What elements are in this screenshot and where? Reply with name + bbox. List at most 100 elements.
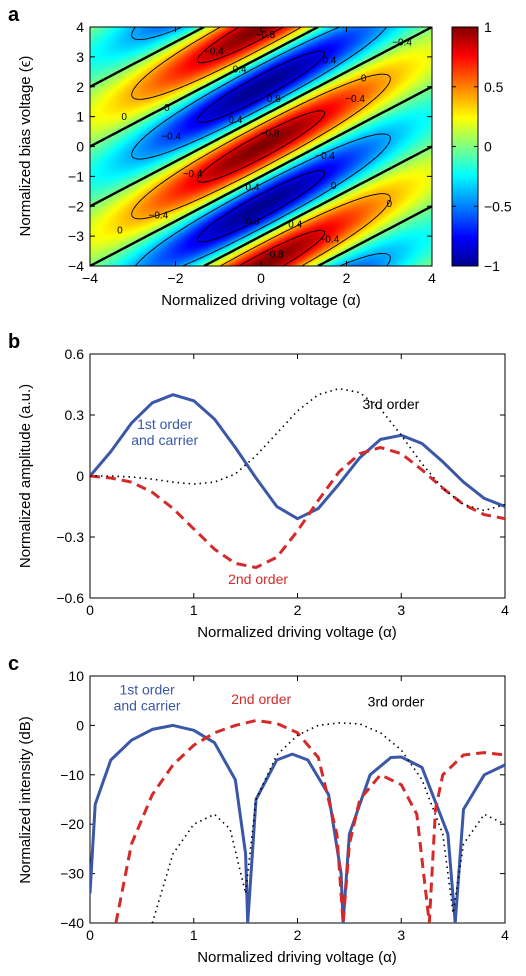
panel-b-letter: b (8, 331, 20, 353)
series-lines-b (90, 387, 505, 569)
series-label: 1st order and carrier (131, 416, 198, 448)
series-line-1st-order-and-carrier (90, 393, 505, 521)
contour-labels: −0.8 −0.4 0.4 0.4 0.8 0.4 −0.4 0 −0.8 0 −0.4 −0.4 0 0… (117, 30, 412, 261)
series-label-line: 1st order (119, 681, 175, 697)
contour-label: −0.8 (264, 250, 284, 261)
colorbar-tick-label: 1 (484, 19, 492, 35)
y-axis-label-a: Normalized bias voltage (ϵ) (17, 56, 34, 237)
colorbar-tick-label: −1 (484, 258, 500, 274)
y-tick-label: −4 (68, 258, 84, 274)
contour-lines (90, 27, 432, 266)
contour-label: 0 (331, 181, 337, 192)
panel-a-heatmap: a −0.8 −0.4 0.4 0.4 0.8 0.4 −0.4 0 −0.8 0 −0.4 −0.4… (8, 4, 512, 309)
contour-label: 0.8 (245, 217, 259, 228)
panel-b-amplitude: b 0 1 2 3 4 0.6 0.3 0 −0.3 −0.6 1st order and carr… (8, 331, 509, 641)
y-tick-label: 0.3 (65, 407, 85, 423)
panel-a-letter: a (8, 4, 20, 26)
colorbar-tick-label: 0 (484, 139, 492, 155)
x-axis-label-c: Normalized driving voltage (α) (197, 949, 397, 966)
x-tick-label: 2 (343, 270, 351, 286)
series-label: 3rd order (362, 396, 419, 412)
contour-label: 0.4 (245, 182, 259, 193)
x-tick-label: 2 (294, 927, 302, 943)
x-tick-label: 0 (86, 927, 94, 943)
contour-label: 0.4 (228, 115, 242, 126)
y-tick-label: −1 (68, 168, 84, 184)
contour-label: 0.4 (288, 220, 302, 231)
contour-label: −0.4 (315, 151, 335, 162)
x-tick-label: 1 (190, 927, 198, 943)
heatmap-image (90, 27, 432, 266)
series-label: 3rd order (368, 694, 425, 710)
y-tick-label: −10 (60, 767, 84, 783)
x-tick-label: 4 (428, 270, 436, 286)
series-label: 1st order and carrier (114, 681, 181, 713)
y-tick-label: −30 (60, 866, 84, 882)
contour-label: −0.4 (345, 94, 365, 105)
contour-label: 0 (386, 199, 392, 210)
y-tick-label: 4 (76, 19, 84, 35)
contour-label: 0.4 (322, 55, 336, 66)
axis-ticks-b: 0 1 2 3 4 0.6 0.3 0 −0.3 −0.6 (56, 346, 509, 618)
panel-c-intensity: c 0 1 2 3 4 10 0 −10 −20 −30 −40 1st order and carr… (8, 653, 509, 966)
x-tick-label: 1 (190, 602, 198, 618)
contour-line (196, 50, 326, 243)
y-tick-label: 2 (76, 79, 84, 95)
series-line-2nd-order (114, 719, 505, 923)
series-lines-c (90, 719, 505, 923)
contour-label: 0.4 (233, 64, 247, 75)
y-tick-label: 0 (76, 139, 84, 155)
series-labels-c: 1st order and carrier 2nd order 3rd order (114, 681, 425, 713)
series-label-line: 3rd order (362, 396, 419, 412)
plot-frame-b (89, 353, 506, 599)
series-label-line: 1st order (137, 416, 193, 432)
x-tick-label: −4 (82, 270, 98, 286)
series-label: 2nd order (231, 691, 291, 707)
contour-label: −0.4 (161, 132, 181, 143)
contour-label: −0.4 (149, 211, 169, 222)
series-label-line: 3rd order (368, 694, 425, 710)
contour-label: 0 (117, 226, 123, 237)
y-tick-label: −2 (68, 198, 84, 214)
y-tick-label: 0 (76, 717, 84, 733)
y-tick-label: −0.6 (56, 590, 84, 606)
x-tick-label: 0 (257, 270, 265, 286)
y-tick-label: −20 (60, 816, 84, 832)
x-tick-label: −2 (168, 270, 184, 286)
y-tick-label: 1 (76, 109, 84, 125)
y-axis-label-b: Normalized amplitude (a.u.) (17, 384, 34, 568)
panel-c-letter: c (8, 653, 19, 675)
x-tick-label: 4 (501, 602, 509, 618)
x-tick-label: 3 (397, 602, 405, 618)
series-labels-b: 1st order and carrier 2nd order 3rd order (131, 396, 419, 587)
y-tick-label: −0.3 (56, 529, 84, 545)
series-line-3rd-order (151, 722, 505, 923)
axis-ticks-a: −4 −2 0 2 4 4 3 2 1 0 −1 −2 −3 −4 (68, 19, 436, 286)
x-tick-label: 2 (294, 602, 302, 618)
series-label-line: 2nd order (228, 571, 288, 587)
contour-label: 0 (361, 73, 367, 84)
contour-line (196, 27, 326, 266)
contour-label: 0.8 (267, 94, 281, 105)
series-label: 2nd order (228, 571, 288, 587)
contour-label: −0.4 (204, 46, 224, 57)
contour-label: −0.4 (320, 235, 340, 246)
colorbar-ticks: 1 0.5 0 −0.5 −1 (452, 19, 512, 274)
x-tick-label: 3 (397, 927, 405, 943)
contour-label: 0 (121, 112, 127, 123)
x-tick-label: 4 (501, 927, 509, 943)
y-tick-label: 3 (76, 49, 84, 65)
contour-label: 0 (164, 103, 170, 114)
y-tick-label: −40 (60, 915, 84, 931)
series-line-1st-order-and-carrier (90, 723, 505, 923)
colorbar-tick-label: 0.5 (484, 79, 504, 95)
x-tick-label: 0 (86, 602, 94, 618)
contour-line (90, 27, 432, 266)
y-tick-label: 10 (68, 668, 84, 684)
y-tick-label: 0.6 (65, 346, 85, 362)
y-axis-label-c: Normalized intensity (dB) (17, 716, 34, 884)
contour-label: −0.4 (392, 37, 412, 48)
contour-label: −0.4 (183, 169, 203, 180)
series-line-2nd-order (90, 446, 505, 569)
